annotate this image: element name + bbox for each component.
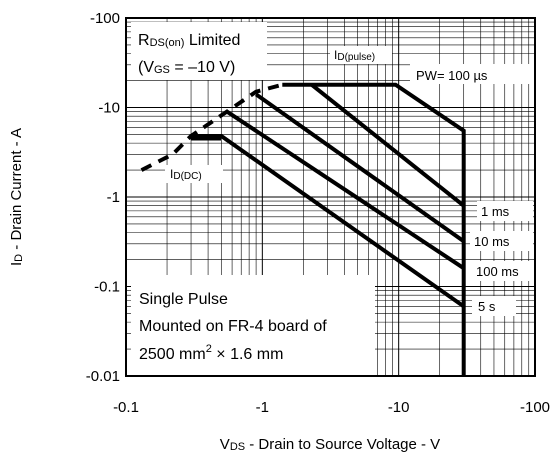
y-tick-label: -1 <box>107 189 120 206</box>
x-tick-label: -100 <box>520 399 550 416</box>
plot-frame <box>125 17 536 377</box>
t5s-label-bg <box>472 296 516 316</box>
rds-label: RDS(on) Limited <box>138 32 240 49</box>
series-group <box>140 82 466 376</box>
t100ms-label: 100 ms <box>476 264 519 279</box>
y-tick-label: -10 <box>98 100 120 117</box>
tick-labels: -0.1 -1 -10 -100 -0.01 -0.1 -1 -10 -100 <box>86 10 550 416</box>
idpulse-label: ID(pulse) <box>334 48 375 63</box>
series-line-100-ms <box>225 109 465 270</box>
t1ms-label-bg <box>477 201 533 221</box>
series-line-10-ms <box>254 92 465 243</box>
pw-label-bg <box>410 64 534 84</box>
y-tick-label: -0.01 <box>86 368 120 385</box>
pw-label: PW= 100 µs <box>416 68 488 83</box>
note-line-2: Mounted on FR-4 board of <box>139 318 327 335</box>
vgs-label: (VGS = –10 V) <box>138 59 235 76</box>
note-line-1: Single Pulse <box>139 291 228 308</box>
iddc-label: ID(DC) <box>170 167 202 182</box>
x-axis-label: VDS - Drain to Source Voltage - V <box>220 436 440 453</box>
idpulse-label-bg <box>330 46 392 64</box>
y-tick-label: -0.1 <box>94 279 120 296</box>
x-tick-label: -1 <box>256 399 269 416</box>
rds-label-bg <box>131 22 267 80</box>
iddc-label-bg <box>165 165 223 183</box>
t10ms-label-bg <box>470 231 533 251</box>
x-tick-label: -0.1 <box>113 399 139 416</box>
x-tick-label: -10 <box>388 399 410 416</box>
note-box-bg <box>131 275 375 375</box>
t5s-label: 5 s <box>478 299 496 314</box>
t10ms-label: 10 ms <box>474 234 510 249</box>
series-line-rds-on-limited <box>140 82 283 172</box>
note-line-3: 2500 mm2 × 1.6 mm <box>139 343 283 363</box>
y-axis-label: ID - Drain Current - A <box>8 128 25 266</box>
y-tick-label: -100 <box>90 10 120 27</box>
t1ms-label: 1 ms <box>481 204 510 219</box>
series-line-5-s <box>191 134 465 309</box>
series-line-1-ms <box>310 83 465 208</box>
t100ms-label-bg <box>472 261 534 281</box>
series-line-pw-100-s <box>282 82 466 376</box>
